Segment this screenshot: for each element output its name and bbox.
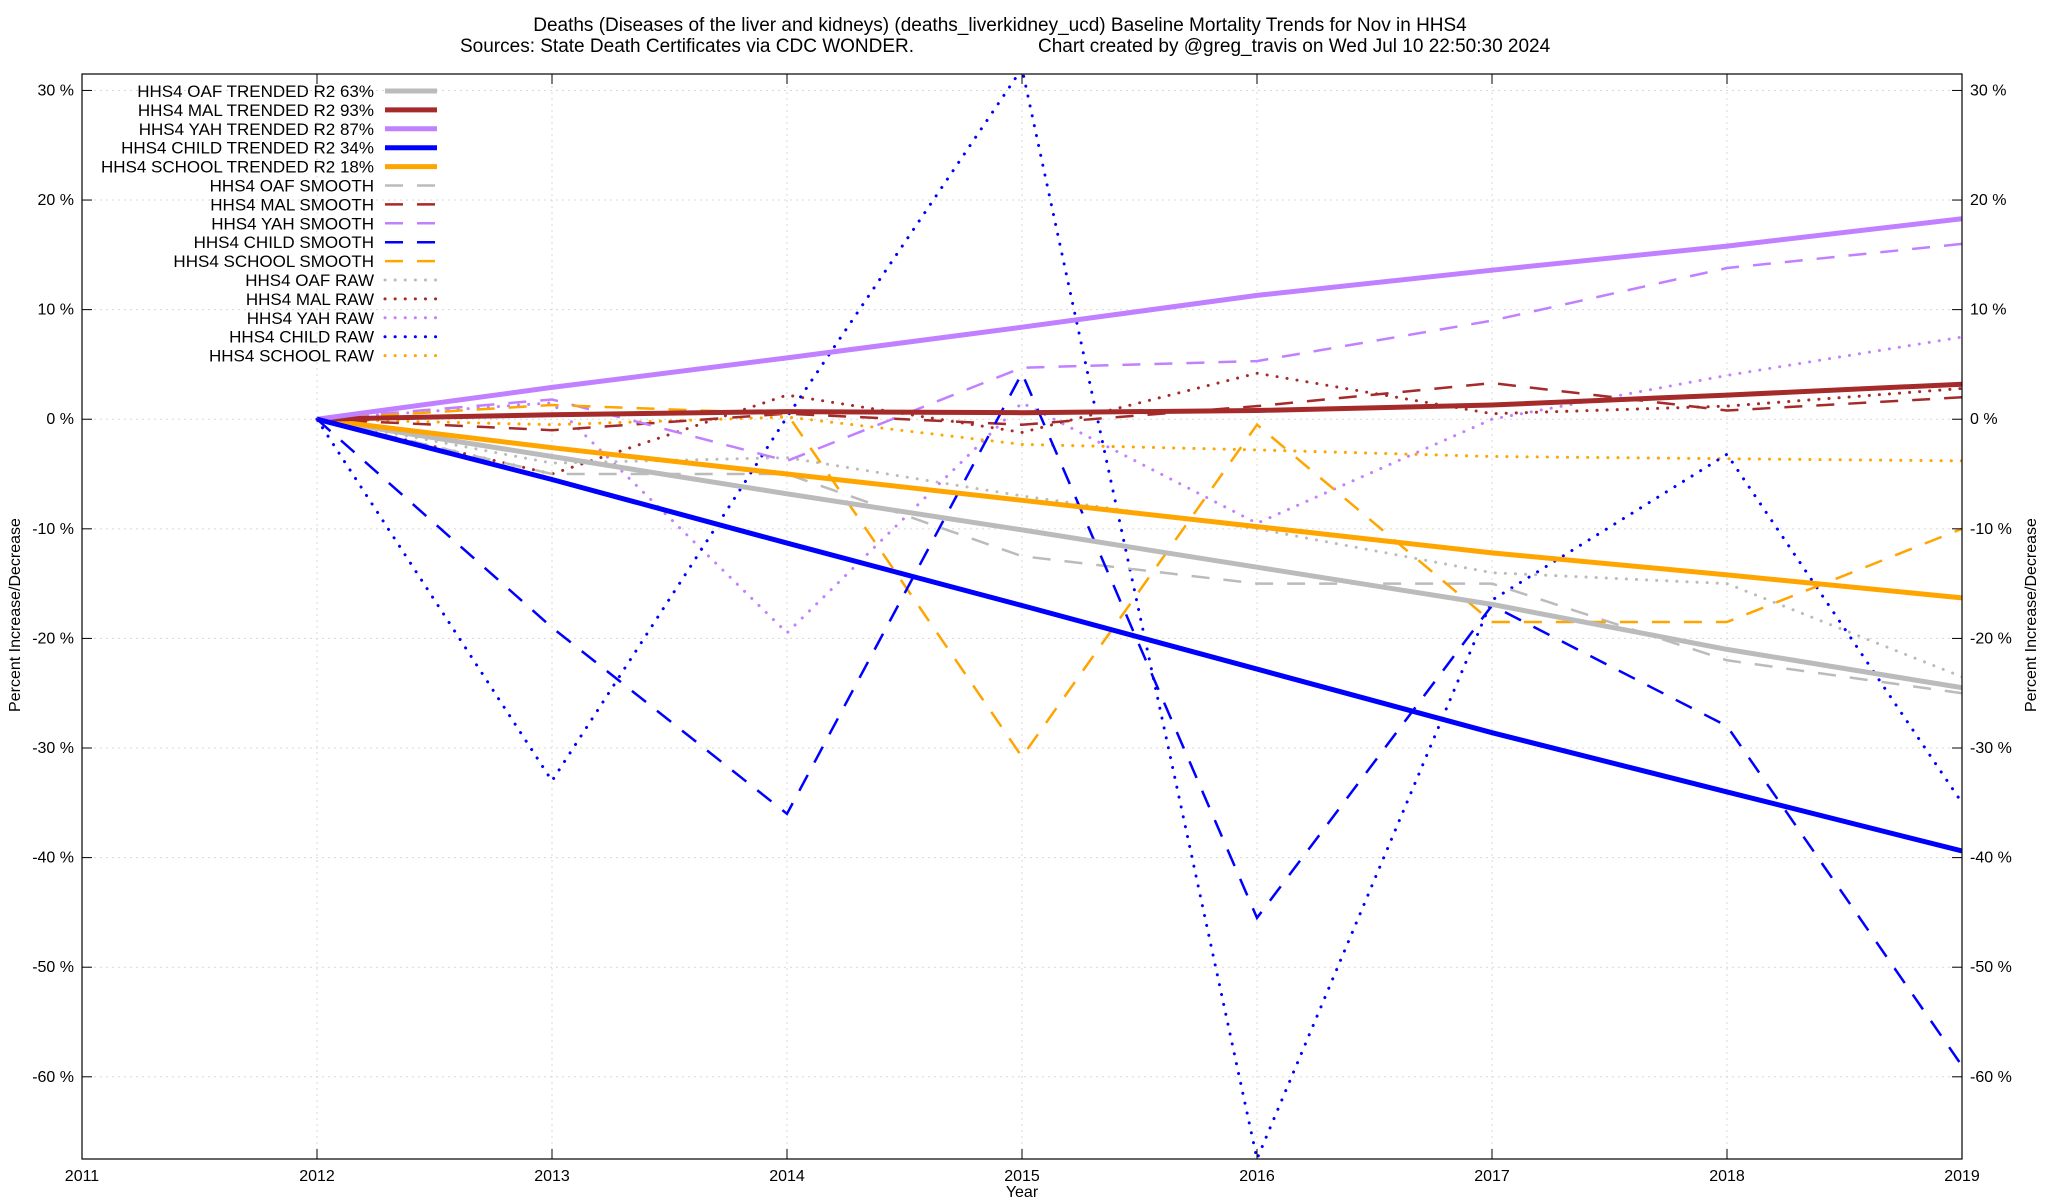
legend-label-hhs4-yah-raw: HHS4 YAH RAW (247, 309, 374, 328)
series-line-hhs4-child-raw (315, 74, 1962, 1159)
chart-subtitle-sources: Sources: State Death Certificates via CD… (460, 36, 914, 57)
legend-label-hhs4-oaf-raw: HHS4 OAF RAW (245, 271, 374, 290)
legend-label-hhs4-school-raw: HHS4 SCHOOL RAW (209, 347, 374, 366)
y-tick-label-left: -30 % (32, 740, 74, 757)
series-line-hhs4-oaf-trended-r2 (316, 416, 1962, 691)
chart-subtitle-credit: Chart created by @greg_travis on Wed Jul… (1038, 36, 1551, 57)
y-tick-label-right: -50 % (1970, 959, 2012, 976)
y-tick-label-right: 30 % (1970, 82, 2006, 99)
x-tick-label: 2011 (65, 1168, 100, 1185)
chart-title: Deaths (Diseases of the liver and kidney… (533, 15, 1467, 36)
y-tick-label-right: 20 % (1970, 192, 2006, 209)
y-tick-label-right: -40 % (1970, 850, 2012, 867)
series-line-hhs4-oaf-smooth (316, 417, 1962, 695)
legend-label-hhs4-mal-raw: HHS4 MAL RAW (246, 290, 374, 309)
legend: HHS4 OAF TRENDED R2 63%HHS4 MAL TRENDED … (101, 82, 439, 366)
series-line-hhs4-yah-smooth (316, 242, 1962, 463)
y-tick-label-right: -10 % (1970, 521, 2012, 538)
series-line-hhs4-mal-smooth (316, 381, 1962, 432)
y-tick-label-left: -10 % (32, 521, 74, 538)
y-tick-label-right: -60 % (1970, 1069, 2012, 1086)
y-tick-label-right: 10 % (1970, 302, 2006, 319)
legend-label-hhs4-yah-trended-r2: HHS4 YAH TRENDED R2 87% (139, 120, 374, 139)
series-line-hhs4-school-smooth (316, 403, 1962, 759)
series-lines (315, 74, 1962, 1159)
series-line-hhs4-mal-trended-r2 (316, 381, 1962, 422)
x-tick-label: 2013 (534, 1168, 570, 1185)
y-tick-label-left: 10 % (38, 302, 74, 319)
y-tick-label-left: -40 % (32, 850, 74, 867)
y-axis-label-left: Percent Increase/Decrease (7, 518, 24, 712)
x-tick-label: 2016 (1239, 1168, 1275, 1185)
y-tick-label-right: -20 % (1970, 630, 2012, 647)
legend-label-hhs4-mal-smooth: HHS4 MAL SMOOTH (210, 195, 374, 214)
y-tick-label-left: 20 % (38, 192, 74, 209)
x-tick-label: 2019 (1944, 1168, 1980, 1185)
legend-label-hhs4-school-smooth: HHS4 SCHOOL SMOOTH (173, 252, 374, 271)
x-tick-label: 2015 (1004, 1168, 1040, 1185)
series-line-hhs4-yah-trended-r2 (316, 216, 1962, 422)
y-tick-label-left: 0 % (46, 411, 74, 428)
legend-label-hhs4-child-trended-r2: HHS4 CHILD TRENDED R2 34% (121, 139, 374, 158)
legend-label-hhs4-oaf-trended-r2: HHS4 OAF TRENDED R2 63% (137, 82, 374, 101)
y-axis-label-right: Percent Increase/Decrease (2023, 518, 2040, 712)
y-tick-label-left: -50 % (32, 959, 74, 976)
y-tick-label-left: -60 % (32, 1069, 74, 1086)
series-line-hhs4-child-trended-r2 (316, 416, 1962, 854)
plot-frame (81, 73, 1963, 1160)
y-tick-label-right: 0 % (1970, 411, 1998, 428)
x-tick-label: 2014 (769, 1168, 805, 1185)
y-tick-label-left: -20 % (32, 630, 74, 647)
legend-label-hhs4-oaf-smooth: HHS4 OAF SMOOTH (210, 177, 374, 196)
series-line-hhs4-school-trended-r2 (316, 416, 1962, 601)
x-tick-label: 2017 (1474, 1168, 1510, 1185)
legend-label-hhs4-mal-trended-r2: HHS4 MAL TRENDED R2 93% (138, 101, 374, 120)
y-tick-label-right: -30 % (1970, 740, 2012, 757)
legend-label-hhs4-child-smooth: HHS4 CHILD SMOOTH (194, 233, 374, 252)
legend-label-hhs4-yah-smooth: HHS4 YAH SMOOTH (211, 214, 374, 233)
legend-label-hhs4-school-trended-r2: HHS4 SCHOOL TRENDED R2 18% (101, 158, 374, 177)
axis-ticks: 30 % 30 % 20 % 20 % 10 % 10 % 0 % 0 % -10 % -10 %… (32, 74, 2012, 1185)
x-tick-label: 2012 (299, 1168, 335, 1185)
legend-label-hhs4-child-raw: HHS4 CHILD RAW (229, 328, 374, 347)
x-tick-label: 2018 (1709, 1168, 1745, 1185)
series-line-hhs4-oaf-raw (315, 417, 1962, 679)
y-tick-label-left: 30 % (38, 82, 74, 99)
series-line-hhs4-child-smooth (316, 370, 1962, 1067)
series-line-hhs4-school-raw (315, 415, 1962, 463)
x-axis-label: Year (1006, 1184, 1039, 1200)
